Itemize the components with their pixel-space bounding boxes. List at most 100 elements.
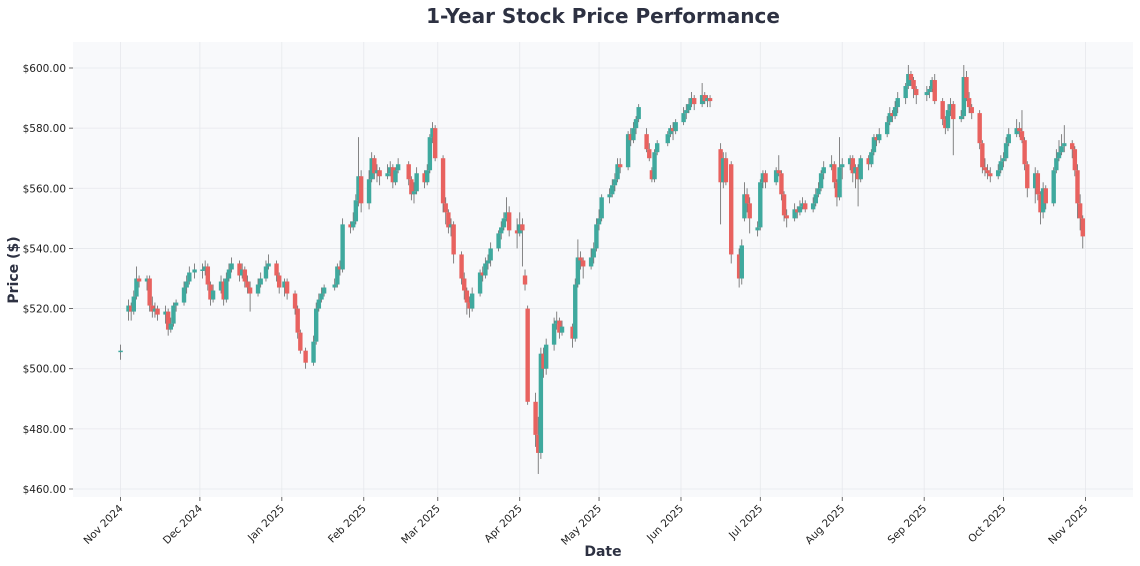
candle-body-up (469, 293, 475, 309)
candle-body-up (192, 269, 197, 273)
candle (430, 122, 435, 144)
candle (911, 77, 916, 99)
candle-body-down (1080, 218, 1085, 237)
candle (908, 71, 914, 87)
candle (607, 188, 612, 204)
candle (652, 149, 657, 183)
candle-body-up (1003, 143, 1009, 159)
x-axis-ticks: Nov 2024 Dec 2024 Jan 2025 Feb 2025 Mar 2025… (81, 497, 1091, 548)
candle (1080, 215, 1085, 249)
x-axis-label: Date (584, 544, 621, 560)
candle-body-up (263, 266, 269, 279)
candle (200, 263, 205, 279)
candle-body-up (255, 284, 261, 294)
candle (184, 275, 189, 294)
candle (588, 248, 594, 270)
candle-body-up (816, 188, 821, 195)
candle-body-down (670, 128, 676, 132)
candle-body-up (599, 197, 604, 219)
candle (155, 305, 160, 321)
candle-body-up (686, 104, 692, 111)
candle (311, 335, 316, 366)
candle (945, 104, 951, 132)
candle-body-up (684, 110, 689, 114)
candle (760, 170, 766, 189)
candle (628, 128, 633, 147)
candle-body-up (538, 353, 544, 453)
candle (316, 293, 322, 312)
candle (1006, 128, 1011, 147)
candle (718, 143, 723, 225)
candle-body-up (652, 152, 657, 180)
candle (668, 125, 673, 138)
candle (723, 152, 729, 186)
candle (924, 86, 930, 102)
candle-body-up (226, 269, 232, 279)
candle (432, 125, 438, 162)
candle-body-up (758, 182, 763, 228)
candle-body-up (998, 161, 1004, 171)
candle-body-up (1056, 152, 1062, 159)
candle (411, 182, 417, 204)
candle (874, 134, 879, 147)
candle (1062, 125, 1067, 153)
candle (816, 182, 821, 198)
candle (948, 98, 953, 117)
candle (451, 221, 456, 264)
candle (840, 158, 845, 180)
candle-body-up (1054, 158, 1059, 171)
candle (636, 104, 641, 123)
candle-body-down (982, 167, 988, 171)
candle (570, 323, 575, 348)
candle-body-up (425, 170, 430, 183)
candle (163, 305, 168, 324)
candle-body-down (446, 212, 451, 228)
candle (792, 203, 797, 222)
candle-body-up (575, 257, 581, 285)
y-tick-label: $460.00 (23, 484, 66, 496)
candle-body-down (295, 308, 300, 333)
candle-body-up (168, 323, 174, 330)
candle-body-down (1035, 173, 1041, 195)
candle (485, 254, 491, 270)
candle-body-down (702, 95, 707, 102)
candle-body-up (543, 344, 549, 369)
candle-body-down (1043, 188, 1048, 204)
candle (536, 416, 541, 474)
candle (247, 281, 253, 312)
candle (895, 92, 900, 114)
candle (977, 110, 982, 150)
candle-body-down (459, 254, 464, 279)
x-tick-label: Feb 2025 (326, 503, 369, 546)
candle (462, 272, 467, 300)
candle (594, 218, 599, 252)
candle-body-down (736, 254, 742, 279)
candle-body-up (488, 248, 493, 261)
candle (295, 305, 300, 339)
candle (501, 212, 507, 231)
candle (147, 275, 152, 312)
candle-body-up (837, 167, 842, 198)
candle-body-up (496, 233, 501, 249)
candle-body-up (760, 173, 766, 183)
candle-body-up (551, 323, 557, 345)
candle-body-down (337, 266, 343, 270)
candle-body-down (964, 77, 969, 99)
candle-body-down (966, 98, 972, 108)
candle-body-down (533, 401, 538, 435)
candle-body-down (522, 275, 528, 285)
candle-body-up (499, 227, 504, 234)
candle-body-down (914, 89, 919, 96)
candle-body-down (723, 158, 729, 183)
candle (543, 338, 549, 375)
candle (266, 254, 271, 270)
candle (649, 167, 655, 183)
candle (321, 284, 327, 297)
candle-body-down (390, 167, 396, 183)
x-tick-label: May 2025 (559, 503, 604, 548)
candle-body-up (134, 278, 139, 297)
candle-body-down (422, 173, 427, 183)
grid-lines (73, 42, 1133, 497)
candle-body-up (131, 296, 136, 312)
